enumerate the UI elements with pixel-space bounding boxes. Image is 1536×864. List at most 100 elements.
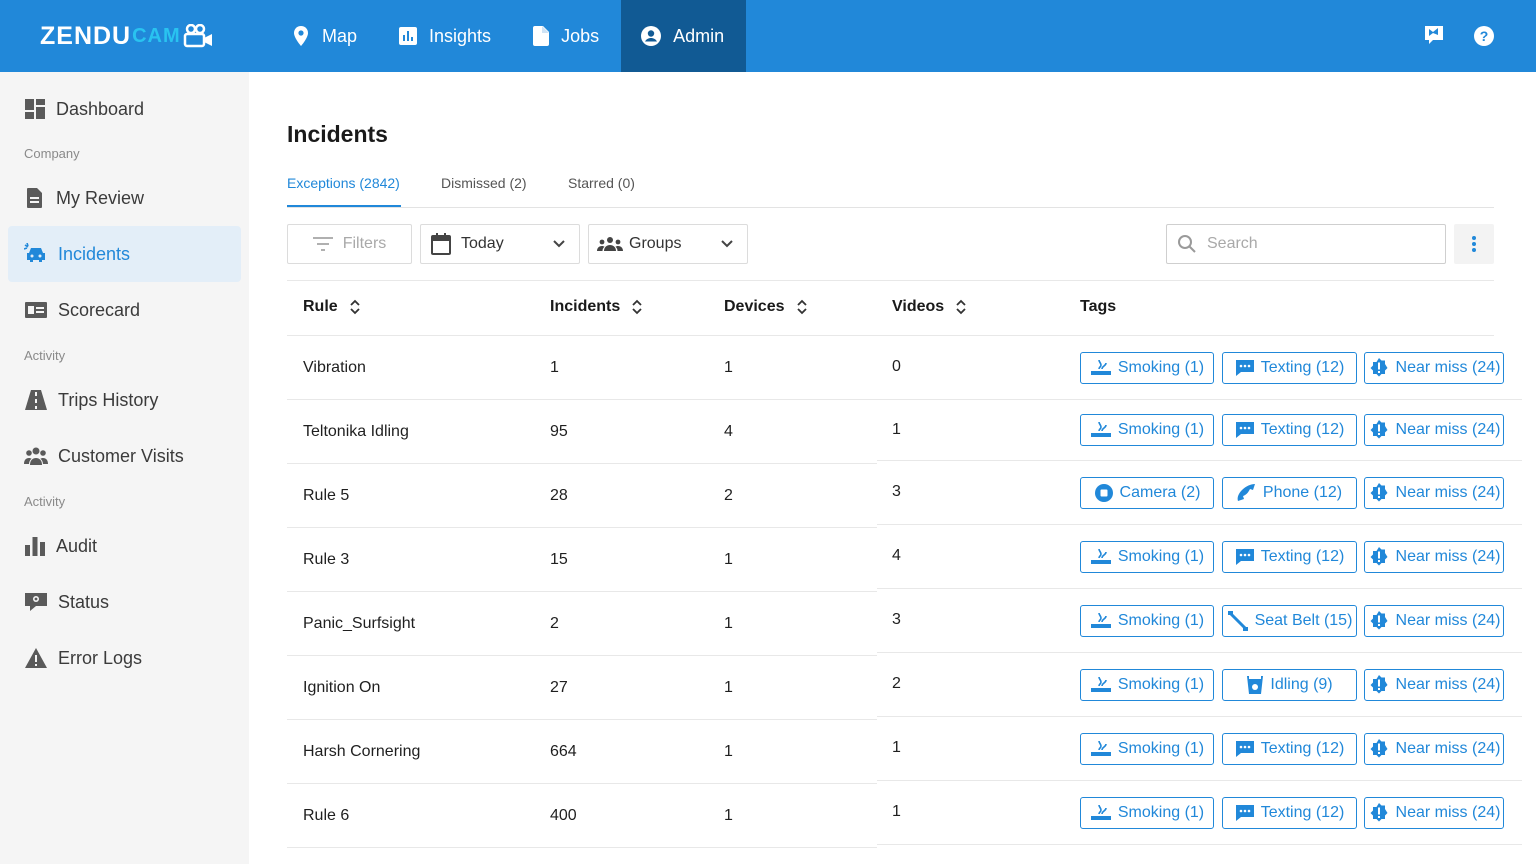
tag-chip[interactable]: Near miss (24) xyxy=(1364,352,1504,384)
help-icon[interactable]: ? xyxy=(1472,24,1496,48)
nav-admin[interactable]: Admin xyxy=(621,0,747,72)
search-input[interactable] xyxy=(1207,235,1427,253)
tag-chip[interactable]: Near miss (24) xyxy=(1364,669,1504,701)
tag-label: Near miss (24) xyxy=(1395,612,1501,629)
rule-cell[interactable]: Teltonika Idling xyxy=(303,423,409,440)
tab-exceptions[interactable]: Exceptions (2842) xyxy=(287,175,400,191)
column-header-devices[interactable]: Devices xyxy=(724,298,807,316)
devices-cell: 1 xyxy=(724,551,733,568)
sidebar-item-customer-visits[interactable]: Customer Visits xyxy=(8,428,241,484)
row-divider xyxy=(877,844,1522,845)
tag-chip[interactable]: Smoking (1) xyxy=(1080,733,1214,765)
map-pin-icon xyxy=(294,26,308,46)
tag-chip[interactable]: Near miss (24) xyxy=(1364,733,1504,765)
tag-chip[interactable]: Texting (12) xyxy=(1222,352,1357,384)
sidebar-item-scorecard[interactable]: Scorecard xyxy=(8,282,241,338)
videos-cell: 1 xyxy=(892,739,901,756)
rule-cell[interactable]: Ignition On xyxy=(303,679,381,696)
rule-cell[interactable]: Rule 6 xyxy=(303,807,350,824)
seat-belt-icon xyxy=(1227,610,1255,632)
sort-icon xyxy=(796,299,807,315)
tag-chip[interactable]: Smoking (1) xyxy=(1080,541,1214,573)
account-circle-icon xyxy=(641,26,662,46)
date-range-select[interactable]: Today xyxy=(420,224,580,264)
nav-insights-label: Insights xyxy=(429,25,492,46)
tag-chip[interactable]: Texting (12) xyxy=(1222,414,1357,446)
sidebar-item-status[interactable]: Status xyxy=(8,574,241,630)
tag-chip[interactable]: Texting (12) xyxy=(1222,733,1357,765)
tag-label: Near miss (24) xyxy=(1395,740,1501,757)
groups-select[interactable]: Groups xyxy=(588,224,748,264)
tag-label: Texting (12) xyxy=(1260,548,1345,565)
alert-badge-icon xyxy=(1368,357,1396,379)
filters-button[interactable]: Filters xyxy=(287,224,412,264)
tag-chip[interactable]: Texting (12) xyxy=(1222,797,1357,829)
alert-badge-icon xyxy=(1368,802,1396,824)
sidebar-item-label: Error Logs xyxy=(58,647,143,668)
road-icon xyxy=(25,390,47,410)
tag-chip[interactable]: Idling (9) xyxy=(1222,669,1357,701)
column-header-videos[interactable]: Videos xyxy=(892,298,966,316)
phone-icon xyxy=(1237,483,1263,503)
videos-cell: 0 xyxy=(892,358,901,375)
zenducam-logo[interactable]: ZENDU CAM xyxy=(40,22,213,50)
column-header-incidents[interactable]: Incidents xyxy=(550,298,642,316)
incidents-cell: 28 xyxy=(550,487,568,504)
date-range-label: Today xyxy=(461,235,504,252)
groups-label: Groups xyxy=(629,235,682,252)
incidents-cell: 664 xyxy=(550,743,577,760)
tag-chip[interactable]: Near miss (24) xyxy=(1364,541,1504,573)
tag-label: Smoking (1) xyxy=(1117,421,1205,438)
tag-chip[interactable]: Near miss (24) xyxy=(1364,797,1504,829)
alert-badge-icon xyxy=(1368,482,1396,504)
tab-starred[interactable]: Starred (0) xyxy=(568,175,635,191)
tag-chip[interactable]: Smoking (1) xyxy=(1080,605,1214,637)
sidebar: Dashboard Company My Review Incidents Sc… xyxy=(0,72,249,864)
row-divider xyxy=(877,780,1522,781)
nav-insights[interactable]: Insights xyxy=(379,0,513,72)
camera-icon xyxy=(183,24,212,48)
tag-label: Near miss (24) xyxy=(1395,548,1501,565)
rule-cell[interactable]: Rule 3 xyxy=(303,551,350,568)
sidebar-item-label: Customer Visits xyxy=(58,445,184,466)
column-header-rule[interactable]: Rule xyxy=(303,298,360,316)
rule-cell[interactable]: Rule 5 xyxy=(303,487,350,504)
tag-chip[interactable]: Seat Belt (15) xyxy=(1222,605,1357,637)
tag-chip[interactable]: Smoking (1) xyxy=(1080,797,1214,829)
sidebar-item-my-review[interactable]: My Review xyxy=(8,170,241,226)
message-icon xyxy=(1235,548,1261,566)
toolbar-divider xyxy=(287,280,1494,281)
search-field[interactable] xyxy=(1166,224,1446,264)
tag-chip[interactable]: Near miss (24) xyxy=(1364,477,1504,509)
sidebar-item-dashboard[interactable]: Dashboard xyxy=(8,81,241,137)
review-document-icon xyxy=(27,188,42,208)
tag-label: Texting (12) xyxy=(1260,359,1345,376)
tag-chip[interactable]: Phone (12) xyxy=(1222,477,1357,509)
rule-cell[interactable]: Harsh Cornering xyxy=(303,743,421,760)
tag-chip[interactable]: Smoking (1) xyxy=(1080,669,1214,701)
tab-dismissed[interactable]: Dismissed (2) xyxy=(441,175,527,191)
groups-icon xyxy=(597,237,623,251)
tag-chip[interactable]: Smoking (1) xyxy=(1080,352,1214,384)
tag-chip[interactable]: Near miss (24) xyxy=(1364,605,1504,637)
page-title: Incidents xyxy=(287,121,388,147)
sidebar-item-error-logs[interactable]: Error Logs xyxy=(8,630,241,686)
id-card-icon xyxy=(25,302,47,318)
nav-jobs[interactable]: Jobs xyxy=(513,0,621,72)
tag-label: Texting (12) xyxy=(1260,421,1345,438)
rule-cell[interactable]: Vibration xyxy=(303,359,366,376)
tag-chip[interactable]: Smoking (1) xyxy=(1080,414,1214,446)
sidebar-item-incidents[interactable]: Incidents xyxy=(8,226,241,282)
tag-chip[interactable]: Texting (12) xyxy=(1222,541,1357,573)
sidebar-section-activity: Activity xyxy=(24,348,66,363)
tag-chip[interactable]: Camera (2) xyxy=(1080,477,1214,509)
tag-chip[interactable]: Near miss (24) xyxy=(1364,414,1504,446)
more-options-button[interactable] xyxy=(1454,224,1494,264)
flag-icon[interactable] xyxy=(1422,24,1446,48)
dashboard-icon xyxy=(25,99,45,119)
sidebar-item-trips-history[interactable]: Trips History xyxy=(8,372,241,428)
sidebar-item-audit[interactable]: Audit xyxy=(8,518,241,574)
rule-cell[interactable]: Panic_Surfsight xyxy=(303,615,416,632)
nav-map[interactable]: Map xyxy=(272,0,379,72)
filter-icon xyxy=(312,237,333,251)
